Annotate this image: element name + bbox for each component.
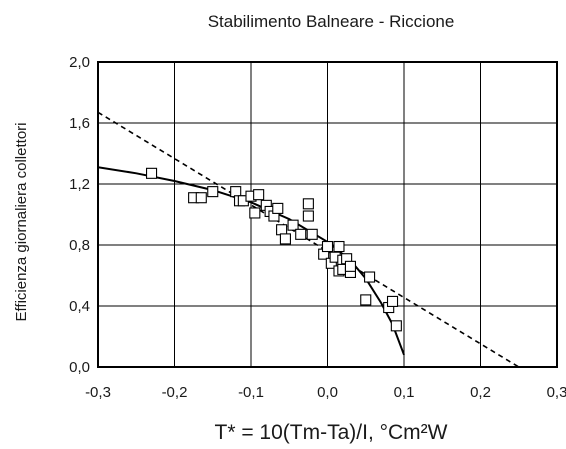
x-tick-label-4: 0,1 (394, 384, 415, 401)
x-tick-label-0: -0,3 (85, 384, 111, 401)
data-point-17 (295, 228, 307, 240)
x-axis-label: T* = 10(Tm-Ta)/I, °Cm²W (215, 421, 448, 444)
data-points (146, 167, 402, 332)
data-point-14 (276, 224, 288, 236)
data-point-36 (390, 320, 402, 332)
y-tick-label-3: 1,2 (69, 176, 90, 193)
y-axis-label: Efficienza giornaliera collettori (13, 123, 30, 322)
y-tick-label-4: 1,6 (69, 115, 90, 132)
data-point-13 (272, 202, 284, 214)
x-tick-label-2: -0,1 (238, 384, 264, 401)
y-tick-label-1: 0,4 (69, 298, 90, 315)
x-tick-labels: -0,3 -0,2 -0,1 0,0 0,1 0,2 0,3 (85, 384, 566, 401)
data-point-25 (333, 240, 345, 253)
data-point-20 (306, 228, 318, 240)
data-point-22 (321, 240, 334, 253)
data-point-15 (279, 233, 291, 245)
y-tick-labels: 0,0 0,4 0,8 1,2 1,6 2,0 (69, 54, 90, 376)
x-tick-label-5: 0,2 (470, 384, 491, 401)
data-point-9 (253, 189, 265, 201)
data-point-0 (146, 167, 158, 179)
y-tick-label-0: 0,0 (69, 359, 90, 376)
data-point-32 (360, 294, 372, 306)
data-point-4 (230, 186, 242, 198)
data-point-31 (344, 260, 357, 272)
data-point-3 (207, 186, 219, 198)
data-point-2 (195, 192, 207, 204)
x-tick-label-3: 0,0 (317, 384, 338, 401)
y-tick-label-2: 0,8 (69, 237, 90, 254)
x-tick-label-6: 0,3 (547, 384, 566, 401)
data-point-33 (364, 271, 376, 283)
data-point-19 (302, 198, 314, 210)
x-tick-label-1: -0,2 (162, 384, 188, 401)
data-point-8 (249, 207, 261, 219)
y-tick-label-5: 2,0 (69, 54, 90, 71)
data-point-16 (287, 219, 299, 231)
data-point-35 (386, 295, 399, 307)
data-point-18 (302, 210, 314, 222)
chart-title: Stabilimento Balneare - Riccione (208, 12, 455, 31)
plot-frame (97, 61, 558, 368)
